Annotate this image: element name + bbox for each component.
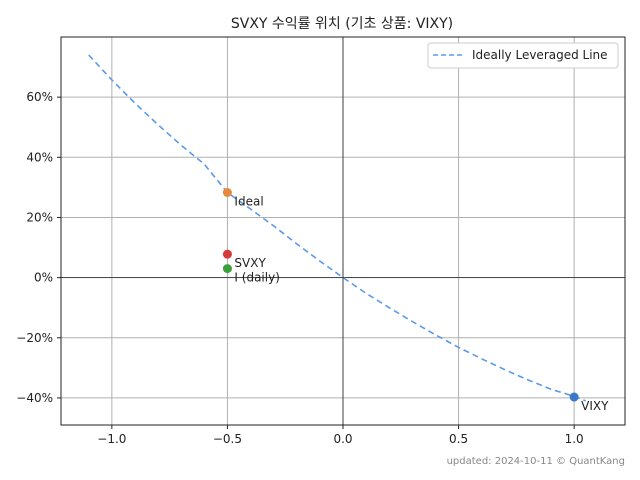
legend-box: [427, 42, 619, 69]
x-tick-label: 1.0: [565, 432, 584, 446]
y-tick-label: 60%: [26, 90, 53, 104]
legend: Ideally Leveraged Line: [427, 42, 619, 69]
ideal-leveraged-line: [88, 54, 586, 402]
chart-title: SVXY 수익률 위치 (기초 상품: VIXY): [231, 16, 453, 32]
point-svxy: [222, 249, 232, 259]
legend-label: Ideally Leveraged Line: [472, 48, 608, 62]
zero-lines: [61, 37, 625, 425]
ideal-line-group: [88, 54, 586, 402]
y-tick-label: 20%: [26, 210, 53, 224]
x-axis: −1.0 −0.5 0.0 0.5 1.0: [97, 425, 584, 446]
plot-frame: [60, 36, 626, 426]
y-axis: −40% −20% 0% 20% 40% 60%: [16, 90, 61, 405]
footer-note: updated: 2024-10-11 © QuantKang: [447, 456, 625, 467]
point-label-ideal: Ideal: [234, 195, 263, 209]
point-i-daily: [222, 264, 232, 274]
point-label-vixy: VIXY: [581, 399, 609, 413]
x-tick-label: 0.0: [333, 432, 352, 446]
x-tick-label: −0.5: [213, 432, 242, 446]
point-label-i-daily: I (daily): [234, 271, 279, 285]
y-tick-label: −40%: [16, 391, 53, 405]
x-tick-label: 0.5: [449, 432, 468, 446]
y-tick-label: 40%: [26, 150, 53, 164]
y-tick-label: −20%: [16, 331, 53, 345]
y-tick-label: 0%: [34, 271, 53, 285]
point-vixy: [569, 392, 579, 402]
point-ideal: [222, 188, 232, 198]
x-tick-label: −1.0: [97, 432, 126, 446]
point-label-svxy: SVXY: [234, 256, 266, 270]
